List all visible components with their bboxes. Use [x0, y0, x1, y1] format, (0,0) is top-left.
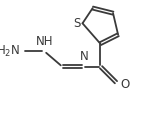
- Text: H$_2$N: H$_2$N: [0, 44, 20, 59]
- Text: S: S: [73, 17, 81, 30]
- Text: O: O: [120, 78, 129, 91]
- Text: NH: NH: [36, 35, 53, 48]
- Text: N: N: [79, 50, 88, 63]
